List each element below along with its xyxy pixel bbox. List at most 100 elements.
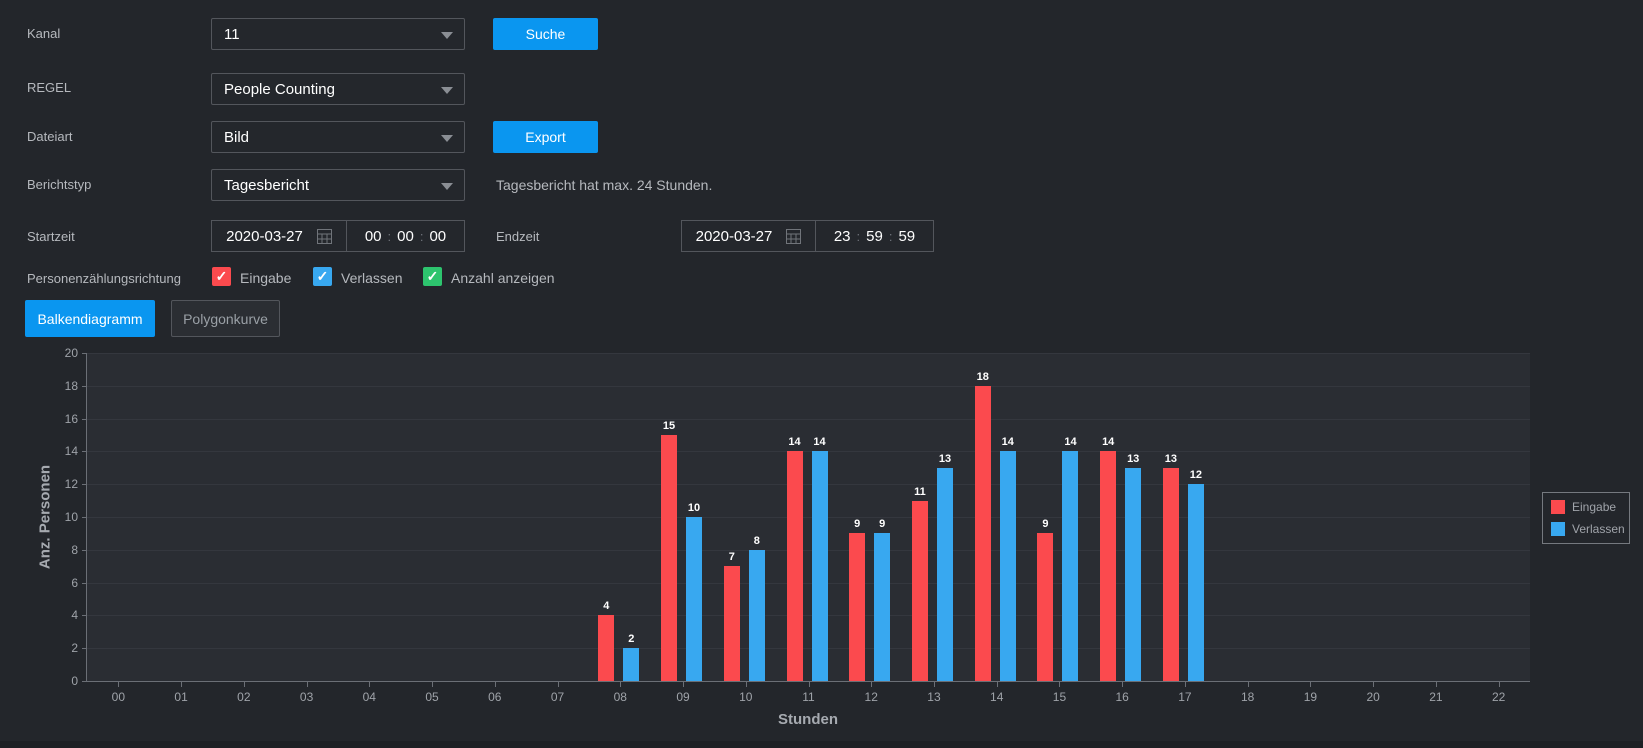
x-tick — [683, 682, 685, 687]
y-tick-label: 12 — [64, 477, 78, 492]
plot-area: 4 15 7 14 9 11 18 9 14 13 2 10 8 14 9 13 14 14 13 12 — [87, 353, 1530, 681]
checkbox-verlassen[interactable]: ✓ — [313, 267, 332, 286]
bar-verlassen-09 — [686, 517, 703, 681]
end-date-input[interactable]: 2020-03-27 — [681, 220, 816, 252]
search-button[interactable]: Suche — [493, 18, 598, 50]
calendar-icon[interactable] — [786, 228, 802, 244]
bar-verlassen-11 — [811, 451, 828, 681]
tab-polygonkurve[interactable]: Polygonkurve — [171, 300, 280, 337]
x-tick — [369, 682, 371, 687]
start-time-label: Startzeit — [27, 229, 75, 244]
report-type-value: Tagesbericht — [224, 176, 310, 194]
bar-verlassen-17 — [1187, 484, 1204, 681]
y-tick — [82, 353, 86, 354]
bar-verlassen-10 — [748, 549, 765, 681]
x-tick — [1059, 682, 1061, 687]
y-tick — [82, 648, 86, 650]
file-type-select[interactable]: Bild — [211, 121, 465, 153]
x-tick-label: 03 — [299, 690, 314, 704]
x-tick — [557, 682, 559, 687]
rule-select[interactable]: People Counting — [211, 73, 465, 105]
x-tick-label: 02 — [237, 690, 251, 704]
y-tick — [82, 582, 86, 584]
checkbox-anzahl-anzeigen[interactable]: ✓ — [423, 267, 442, 286]
checkbox-eingabe[interactable]: ✓ — [212, 267, 231, 286]
bar-value-label: 12 — [1189, 469, 1203, 482]
bar-verlassen-13 — [936, 467, 953, 681]
gridline — [87, 615, 1530, 617]
y-tick-label: 2 — [71, 641, 78, 656]
y-tick — [82, 615, 86, 617]
bar-eingabe-15 — [1037, 533, 1054, 681]
x-tick-label: 04 — [362, 690, 376, 704]
chevron-down-icon — [441, 183, 453, 190]
bar-eingabe-13 — [911, 500, 928, 681]
x-tick-label: 12 — [864, 690, 878, 704]
bottom-edge — [0, 741, 1643, 748]
x-tick — [243, 682, 245, 687]
y-tick-label: 20 — [64, 346, 78, 360]
gridline — [87, 353, 1530, 354]
start-date-input[interactable]: 2020-03-27 — [211, 220, 347, 252]
y-tick — [82, 517, 86, 518]
channel-select[interactable]: 11 — [211, 18, 465, 50]
bar-eingabe-17 — [1162, 467, 1179, 681]
y-tick-label: 16 — [64, 411, 78, 426]
bar-eingabe-16 — [1100, 451, 1117, 681]
end-time-input[interactable]: 23 : 59 : 59 — [815, 220, 934, 252]
x-tick — [1247, 682, 1249, 687]
gridline — [87, 385, 1530, 387]
x-tick-label: 14 — [990, 690, 1004, 704]
x-tick-label: 11 — [802, 690, 815, 704]
x-tick-label: 18 — [1240, 690, 1255, 704]
gridline — [87, 549, 1530, 551]
x-tick-label: 21 — [1429, 690, 1443, 704]
start-date-value: 2020-03-27 — [226, 227, 303, 245]
channel-label: Kanal — [27, 26, 61, 41]
x-tick — [1184, 682, 1186, 687]
bar-value-label: 9 — [854, 518, 861, 531]
end-time-label: Endzeit — [496, 229, 540, 244]
bar-value-label: 15 — [662, 420, 676, 432]
gridline — [87, 451, 1530, 453]
start-seconds: 00 — [429, 227, 447, 245]
time-separator: : — [387, 228, 392, 244]
time-separator: : — [856, 228, 861, 244]
channel-value: 11 — [224, 25, 240, 43]
report-type-select[interactable]: Tagesbericht — [211, 169, 465, 201]
x-tick-label: 10 — [739, 690, 753, 704]
bar-eingabe-12 — [849, 533, 866, 681]
bar-verlassen-16 — [1125, 467, 1142, 681]
x-tick — [1310, 682, 1312, 687]
bar-value-label: 9 — [1042, 518, 1049, 531]
x-tick — [745, 682, 747, 687]
legend: Eingabe Verlassen — [1542, 492, 1630, 544]
bar-value-label: 14 — [813, 436, 826, 449]
bar-value-label: 4 — [603, 600, 610, 613]
tab-balkendiagramm[interactable]: Balkendiagramm — [25, 300, 155, 337]
x-tick-label: 16 — [1115, 690, 1129, 704]
x-tick — [494, 682, 496, 687]
bar-value-label: 14 — [1064, 436, 1077, 449]
bar-eingabe-09 — [661, 435, 678, 681]
chevron-down-icon — [441, 32, 453, 39]
gridline — [87, 517, 1530, 518]
x-tick-label: 20 — [1366, 690, 1380, 704]
end-hours: 23 — [833, 227, 851, 245]
start-time-input[interactable]: 00 : 00 : 00 — [346, 220, 465, 252]
start-hours: 00 — [364, 227, 382, 245]
export-button[interactable]: Export — [493, 121, 598, 153]
rule-value: People Counting — [224, 80, 335, 98]
x-tick-label: 15 — [1052, 690, 1067, 704]
y-tick-label: 0 — [71, 674, 78, 688]
calendar-icon[interactable] — [316, 228, 332, 244]
start-minutes: 00 — [397, 227, 414, 245]
y-tick-label: 18 — [64, 378, 78, 393]
legend-swatch-eingabe — [1551, 500, 1565, 514]
checkbox-anzahl-anzeigen-label: Anzahl anzeigen — [451, 270, 555, 286]
checkbox-verlassen-label: Verlassen — [341, 270, 403, 286]
x-tick — [118, 682, 120, 687]
x-tick-label: 17 — [1178, 690, 1192, 704]
end-date-value: 2020-03-27 — [695, 227, 773, 245]
y-tick-label: 14 — [64, 444, 78, 459]
